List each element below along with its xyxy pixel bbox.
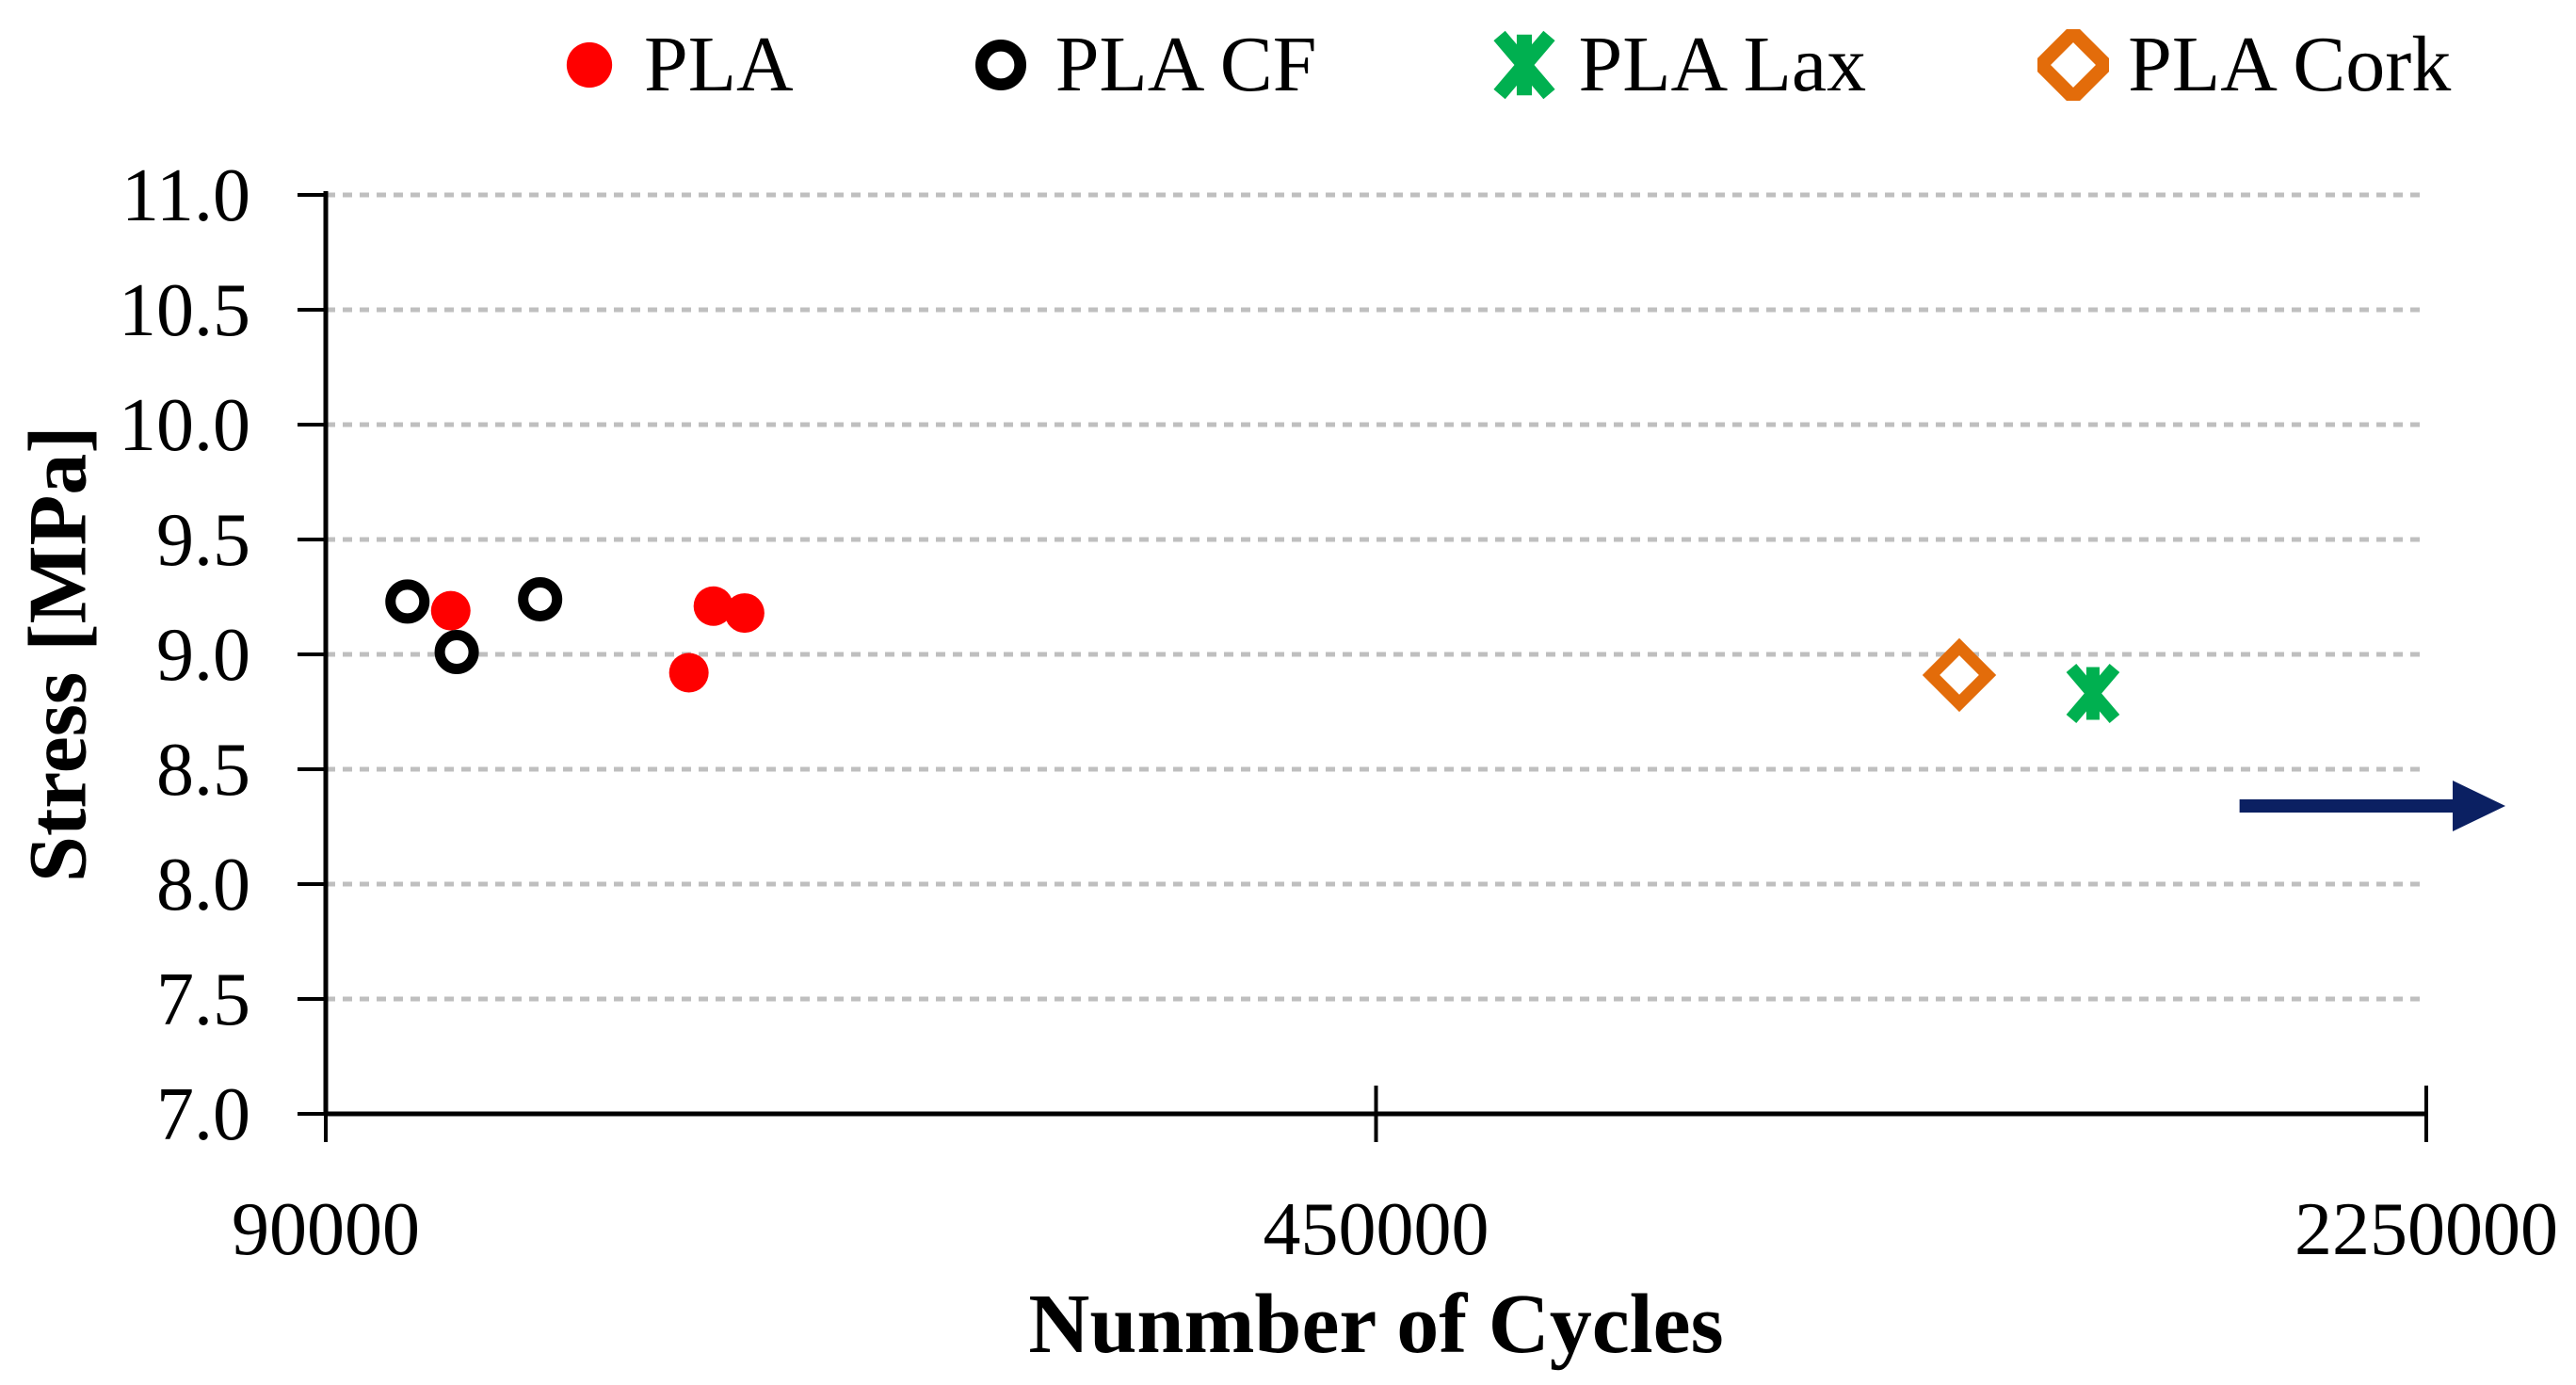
open-circle-marker (518, 576, 563, 621)
legend-item-pla-lax: PLA Lax (1489, 21, 1867, 108)
legend-item-pla-cork: PLA Cork (2037, 25, 2451, 105)
x-tick-label: 90000 (232, 1188, 420, 1271)
trend-arrow (2239, 781, 2506, 832)
pla-lax-asterisk-icon (1492, 30, 1555, 100)
open-diamond-marker (1922, 637, 1997, 713)
filled-circle-marker (668, 652, 709, 693)
open-circle-marker (385, 579, 430, 624)
y-tick-label: 9.5 (156, 499, 250, 582)
filled-circle-marker (693, 586, 733, 626)
pla-cf-open-circle-icon (974, 39, 1026, 91)
legend-item-pla-cf: PLA CF (965, 25, 1317, 105)
legend-item-pla: PLA (554, 25, 794, 105)
y-tick-label: 7.0 (156, 1073, 250, 1156)
y-tick-label: 10.0 (119, 384, 250, 467)
asterisk-marker (1492, 30, 1555, 100)
legend-label-pla: PLA (644, 21, 794, 108)
filled-circle-marker (724, 593, 765, 634)
filled-circle-marker (566, 41, 613, 89)
legend-label-pla-cf: PLA CF (1055, 21, 1317, 108)
y-tick-label: 8.5 (156, 729, 250, 812)
y-tick-label: 11.0 (121, 154, 250, 237)
asterisk-marker (2066, 663, 2120, 724)
chart-legend: PLA PLA CF PLA Lax PLA Cork (554, 13, 2451, 117)
y-tick-label: 8.0 (156, 844, 250, 926)
pla-cork-open-diamond-icon (2037, 29, 2110, 101)
open-circle-marker (434, 630, 479, 675)
open-diamond-marker (2037, 29, 2110, 101)
pla-filled-circle-icon (566, 41, 613, 89)
y-tick-label: 10.5 (119, 269, 250, 352)
y-tick-label: 7.5 (156, 958, 250, 1041)
legend-label-pla-lax: PLA Lax (1578, 21, 1867, 108)
y-tick-label: 9.0 (156, 614, 250, 697)
legend-label-pla-cork: PLA Cork (2128, 21, 2452, 108)
open-circle-marker (974, 39, 1026, 91)
x-tick-label: 450000 (1264, 1188, 1489, 1271)
x-tick-label: 2250000 (2294, 1188, 2558, 1271)
x-axis-title: Nunmber of Cycles (1028, 1278, 1724, 1371)
filled-circle-marker (430, 590, 471, 631)
